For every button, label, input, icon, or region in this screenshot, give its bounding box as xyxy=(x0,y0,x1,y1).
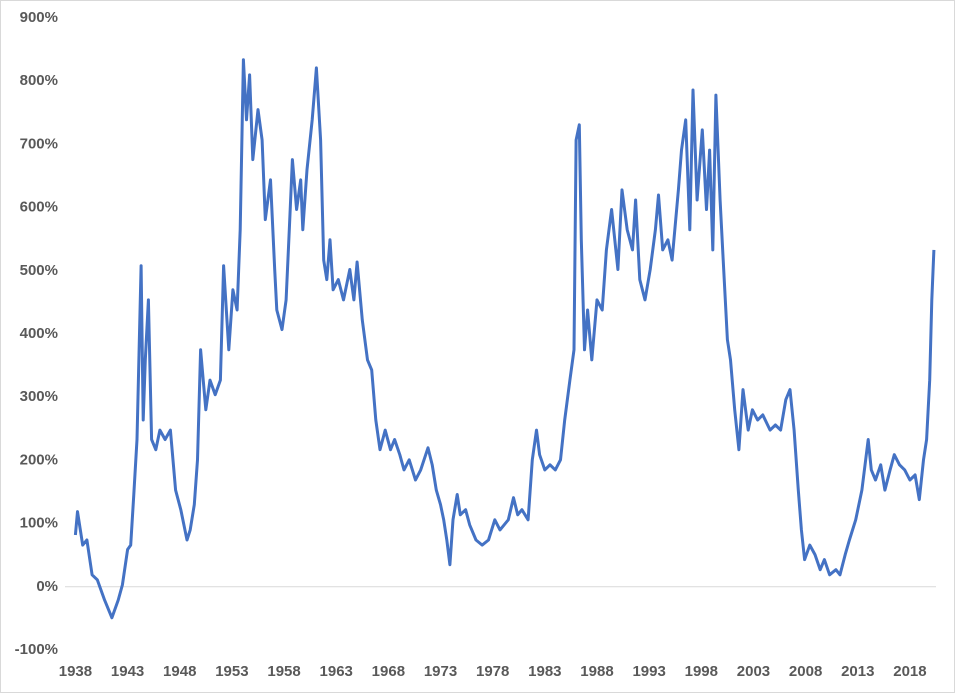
x-tick-label: 1983 xyxy=(528,663,561,680)
x-tick-label: 1938 xyxy=(59,663,92,680)
y-tick-label: 0% xyxy=(36,578,58,595)
y-tick-label: 600% xyxy=(20,199,58,216)
x-tick-label: 1948 xyxy=(163,663,196,680)
x-tick-label: 1978 xyxy=(476,663,509,680)
x-tick-label: 1993 xyxy=(632,663,665,680)
x-tick-label: 2013 xyxy=(841,663,874,680)
x-tick-label: 2008 xyxy=(789,663,822,680)
y-tick-label: 100% xyxy=(20,515,58,532)
y-tick-label: 200% xyxy=(20,451,58,468)
y-tick-label: 500% xyxy=(20,262,58,279)
x-tick-label: 1998 xyxy=(685,663,718,680)
x-tick-label: 1953 xyxy=(215,663,248,680)
y-tick-label: 300% xyxy=(20,388,58,405)
y-tick-label: -100% xyxy=(15,641,58,658)
y-tick-label: 900% xyxy=(20,9,58,26)
x-tick-label: 1958 xyxy=(267,663,300,680)
y-tick-label: 700% xyxy=(20,135,58,152)
x-tick-label: 1988 xyxy=(580,663,613,680)
y-tick-label: 400% xyxy=(20,325,58,342)
x-tick-label: 1973 xyxy=(424,663,457,680)
x-tick-label: 2018 xyxy=(893,663,926,680)
x-tick-label: 1943 xyxy=(111,663,144,680)
x-tick-label: 1968 xyxy=(372,663,405,680)
x-tick-label: 2003 xyxy=(737,663,770,680)
data-line xyxy=(73,58,936,620)
x-tick-label: 1963 xyxy=(320,663,353,680)
y-tick-label: 800% xyxy=(20,72,58,89)
